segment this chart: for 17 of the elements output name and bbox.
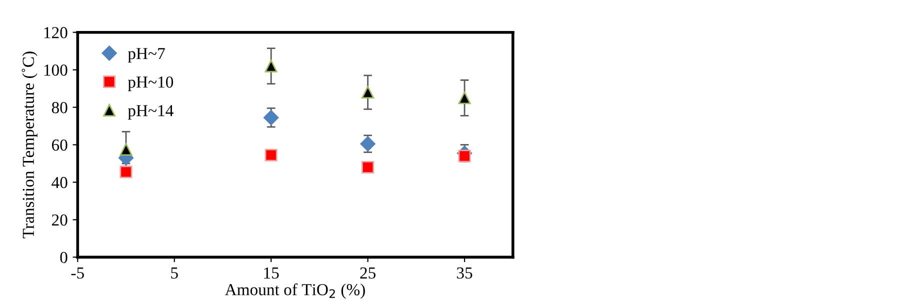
y-axis-title: Transition Temperature (˚C) — [22, 52, 38, 238]
y-tick-label: 100 — [44, 64, 68, 76]
y-tick-label: 40 — [52, 176, 68, 188]
y-tick-label: 60 — [52, 139, 68, 151]
legend-label: pH~10 — [128, 76, 174, 92]
x-tick-label: 25 — [360, 267, 376, 279]
y-tick-label: 80 — [52, 102, 68, 114]
x-tick-label: -5 — [71, 268, 84, 279]
y-tick-label: 120 — [44, 27, 68, 38]
x-axis-title: Amount of TiO$_{2}$ (%) — [224, 283, 365, 299]
x-tick-label: 15 — [264, 267, 279, 279]
legend-label: pH~14 — [128, 105, 174, 120]
y-tick-label: 0 — [60, 252, 68, 264]
x-tick-label: 35 — [457, 267, 472, 279]
legend-label: pH~7 — [128, 48, 165, 63]
y-tick-label: 20 — [52, 214, 68, 226]
x-tick-label: 5 — [171, 268, 178, 279]
